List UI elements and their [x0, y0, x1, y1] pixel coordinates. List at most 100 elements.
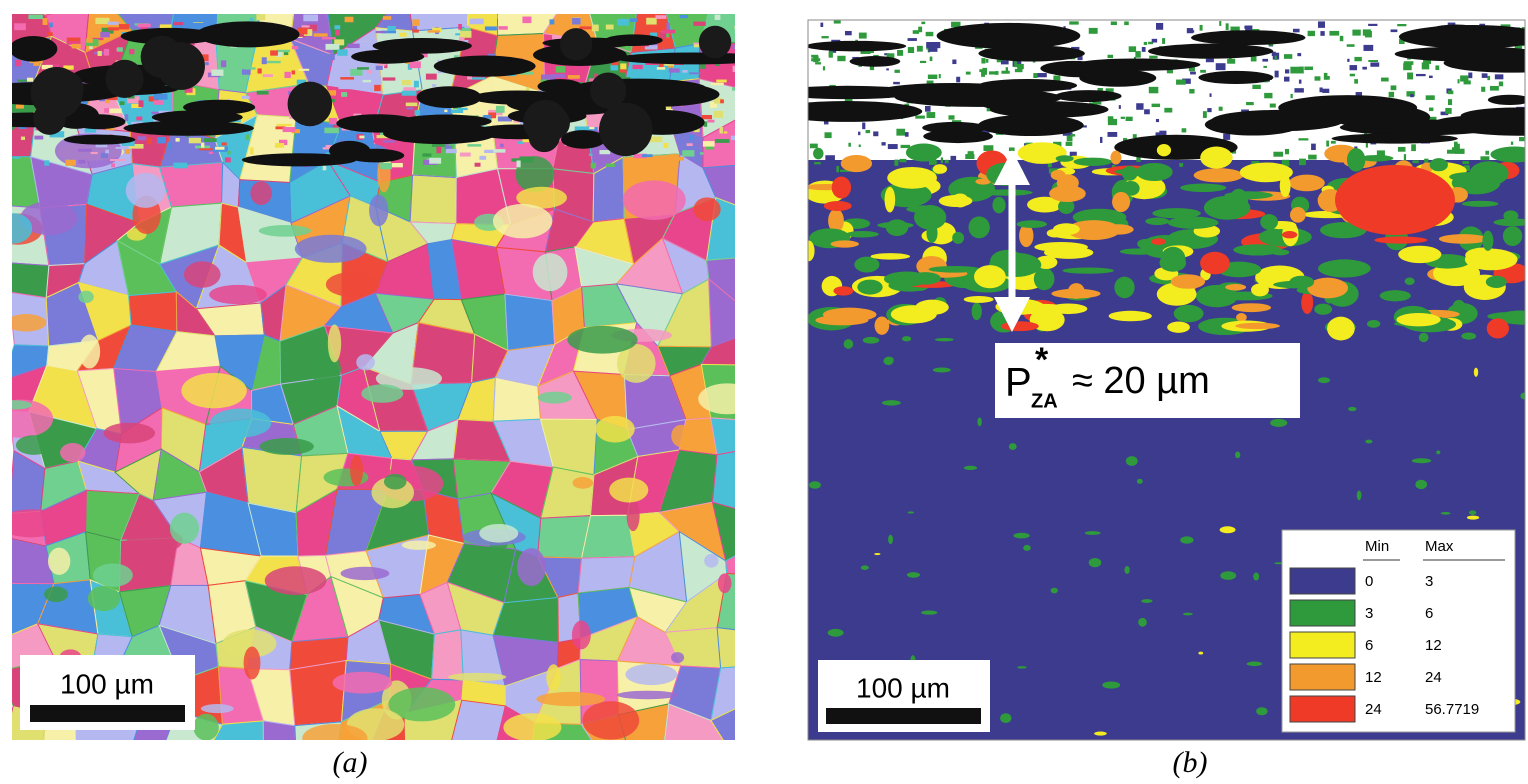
strain-region [1224, 191, 1273, 199]
pore [1332, 134, 1458, 144]
fine-grain [662, 30, 675, 34]
speck [828, 165, 837, 170]
speck [1089, 558, 1102, 567]
fine-grain [383, 140, 395, 142]
fine-grain [720, 99, 724, 103]
fine-grain [13, 156, 20, 158]
strain-region [1405, 278, 1415, 285]
grain [755, 164, 804, 217]
speck [1071, 134, 1076, 136]
speck [1290, 67, 1299, 74]
grain [531, 743, 593, 779]
grain [582, 515, 635, 558]
speck [927, 112, 936, 118]
speck [1499, 82, 1503, 87]
speck [1519, 137, 1524, 141]
grain [704, 554, 718, 568]
grain [756, 215, 800, 256]
speck [1293, 29, 1300, 33]
speck [901, 145, 910, 148]
speck [1089, 28, 1098, 34]
fine-grain [334, 25, 340, 29]
pore [383, 123, 496, 144]
strain-region [972, 303, 982, 321]
grain [93, 564, 133, 587]
fine-grain [315, 142, 325, 147]
fine-grain [432, 84, 436, 87]
pore [876, 83, 1032, 101]
fine-grain [406, 107, 413, 109]
speck [1235, 452, 1240, 459]
speck [1391, 29, 1398, 32]
fine-grain [246, 135, 249, 140]
fine-grain [98, 51, 102, 56]
fine-grain [415, 110, 420, 115]
grain [332, 672, 392, 694]
speck [1445, 108, 1451, 114]
fine-grain [284, 52, 288, 55]
speck [1412, 458, 1431, 463]
speck [844, 339, 854, 349]
fine-grain [606, 164, 615, 167]
fine-grain [359, 136, 364, 139]
fine-grain [101, 153, 108, 158]
fine-grain [43, 18, 48, 25]
speck [1352, 30, 1360, 36]
speck [1298, 138, 1308, 140]
speck [1111, 21, 1117, 25]
fine-grain [86, 38, 92, 43]
grain [328, 324, 341, 362]
legend-max: 12 [1425, 637, 1442, 654]
strain-region [884, 272, 930, 287]
speck [1350, 74, 1355, 77]
grain [326, 272, 379, 297]
fine-grain [72, 44, 81, 49]
fine-grain [402, 80, 411, 85]
grain [744, 240, 807, 308]
fine-grain [642, 154, 652, 157]
strain-region [833, 286, 853, 295]
grain [402, 540, 436, 549]
speck [1133, 134, 1137, 138]
fine-grain [708, 120, 715, 123]
strain-region [1057, 174, 1079, 191]
speck [1331, 141, 1336, 144]
fine-grain [592, 25, 599, 32]
fine-grain [176, 138, 180, 142]
speck [1189, 30, 1194, 32]
scale-label: 100 µm [856, 672, 950, 703]
speck [1198, 652, 1203, 655]
fine-grain [427, 30, 439, 32]
speck [1190, 72, 1196, 75]
speck [1297, 53, 1301, 56]
grain [754, 36, 806, 99]
fine-grain [31, 20, 39, 22]
speck [915, 116, 925, 119]
strain-region [1145, 218, 1169, 225]
strain-region [1260, 214, 1278, 230]
fine-grain [403, 87, 415, 91]
speck [883, 357, 893, 365]
speck [1219, 107, 1223, 111]
speck [1152, 39, 1157, 43]
fine-grain [67, 28, 76, 33]
speck [1017, 666, 1027, 668]
fine-grain [227, 151, 231, 154]
speck [989, 71, 997, 74]
grain [432, 630, 464, 680]
speck [888, 144, 898, 149]
strain-region [1374, 236, 1427, 243]
grain [406, 749, 469, 779]
speck [1284, 77, 1289, 82]
speck [1389, 92, 1394, 98]
speck [1069, 21, 1078, 24]
speck [1216, 63, 1226, 70]
speck [1426, 95, 1435, 100]
annotation-symbol: P [1005, 361, 1032, 405]
speck [1511, 142, 1513, 145]
fine-grain [556, 66, 566, 73]
strain-region [1109, 311, 1152, 322]
grain [44, 586, 68, 602]
fine-grain [119, 24, 129, 29]
fine-grain [324, 128, 339, 134]
